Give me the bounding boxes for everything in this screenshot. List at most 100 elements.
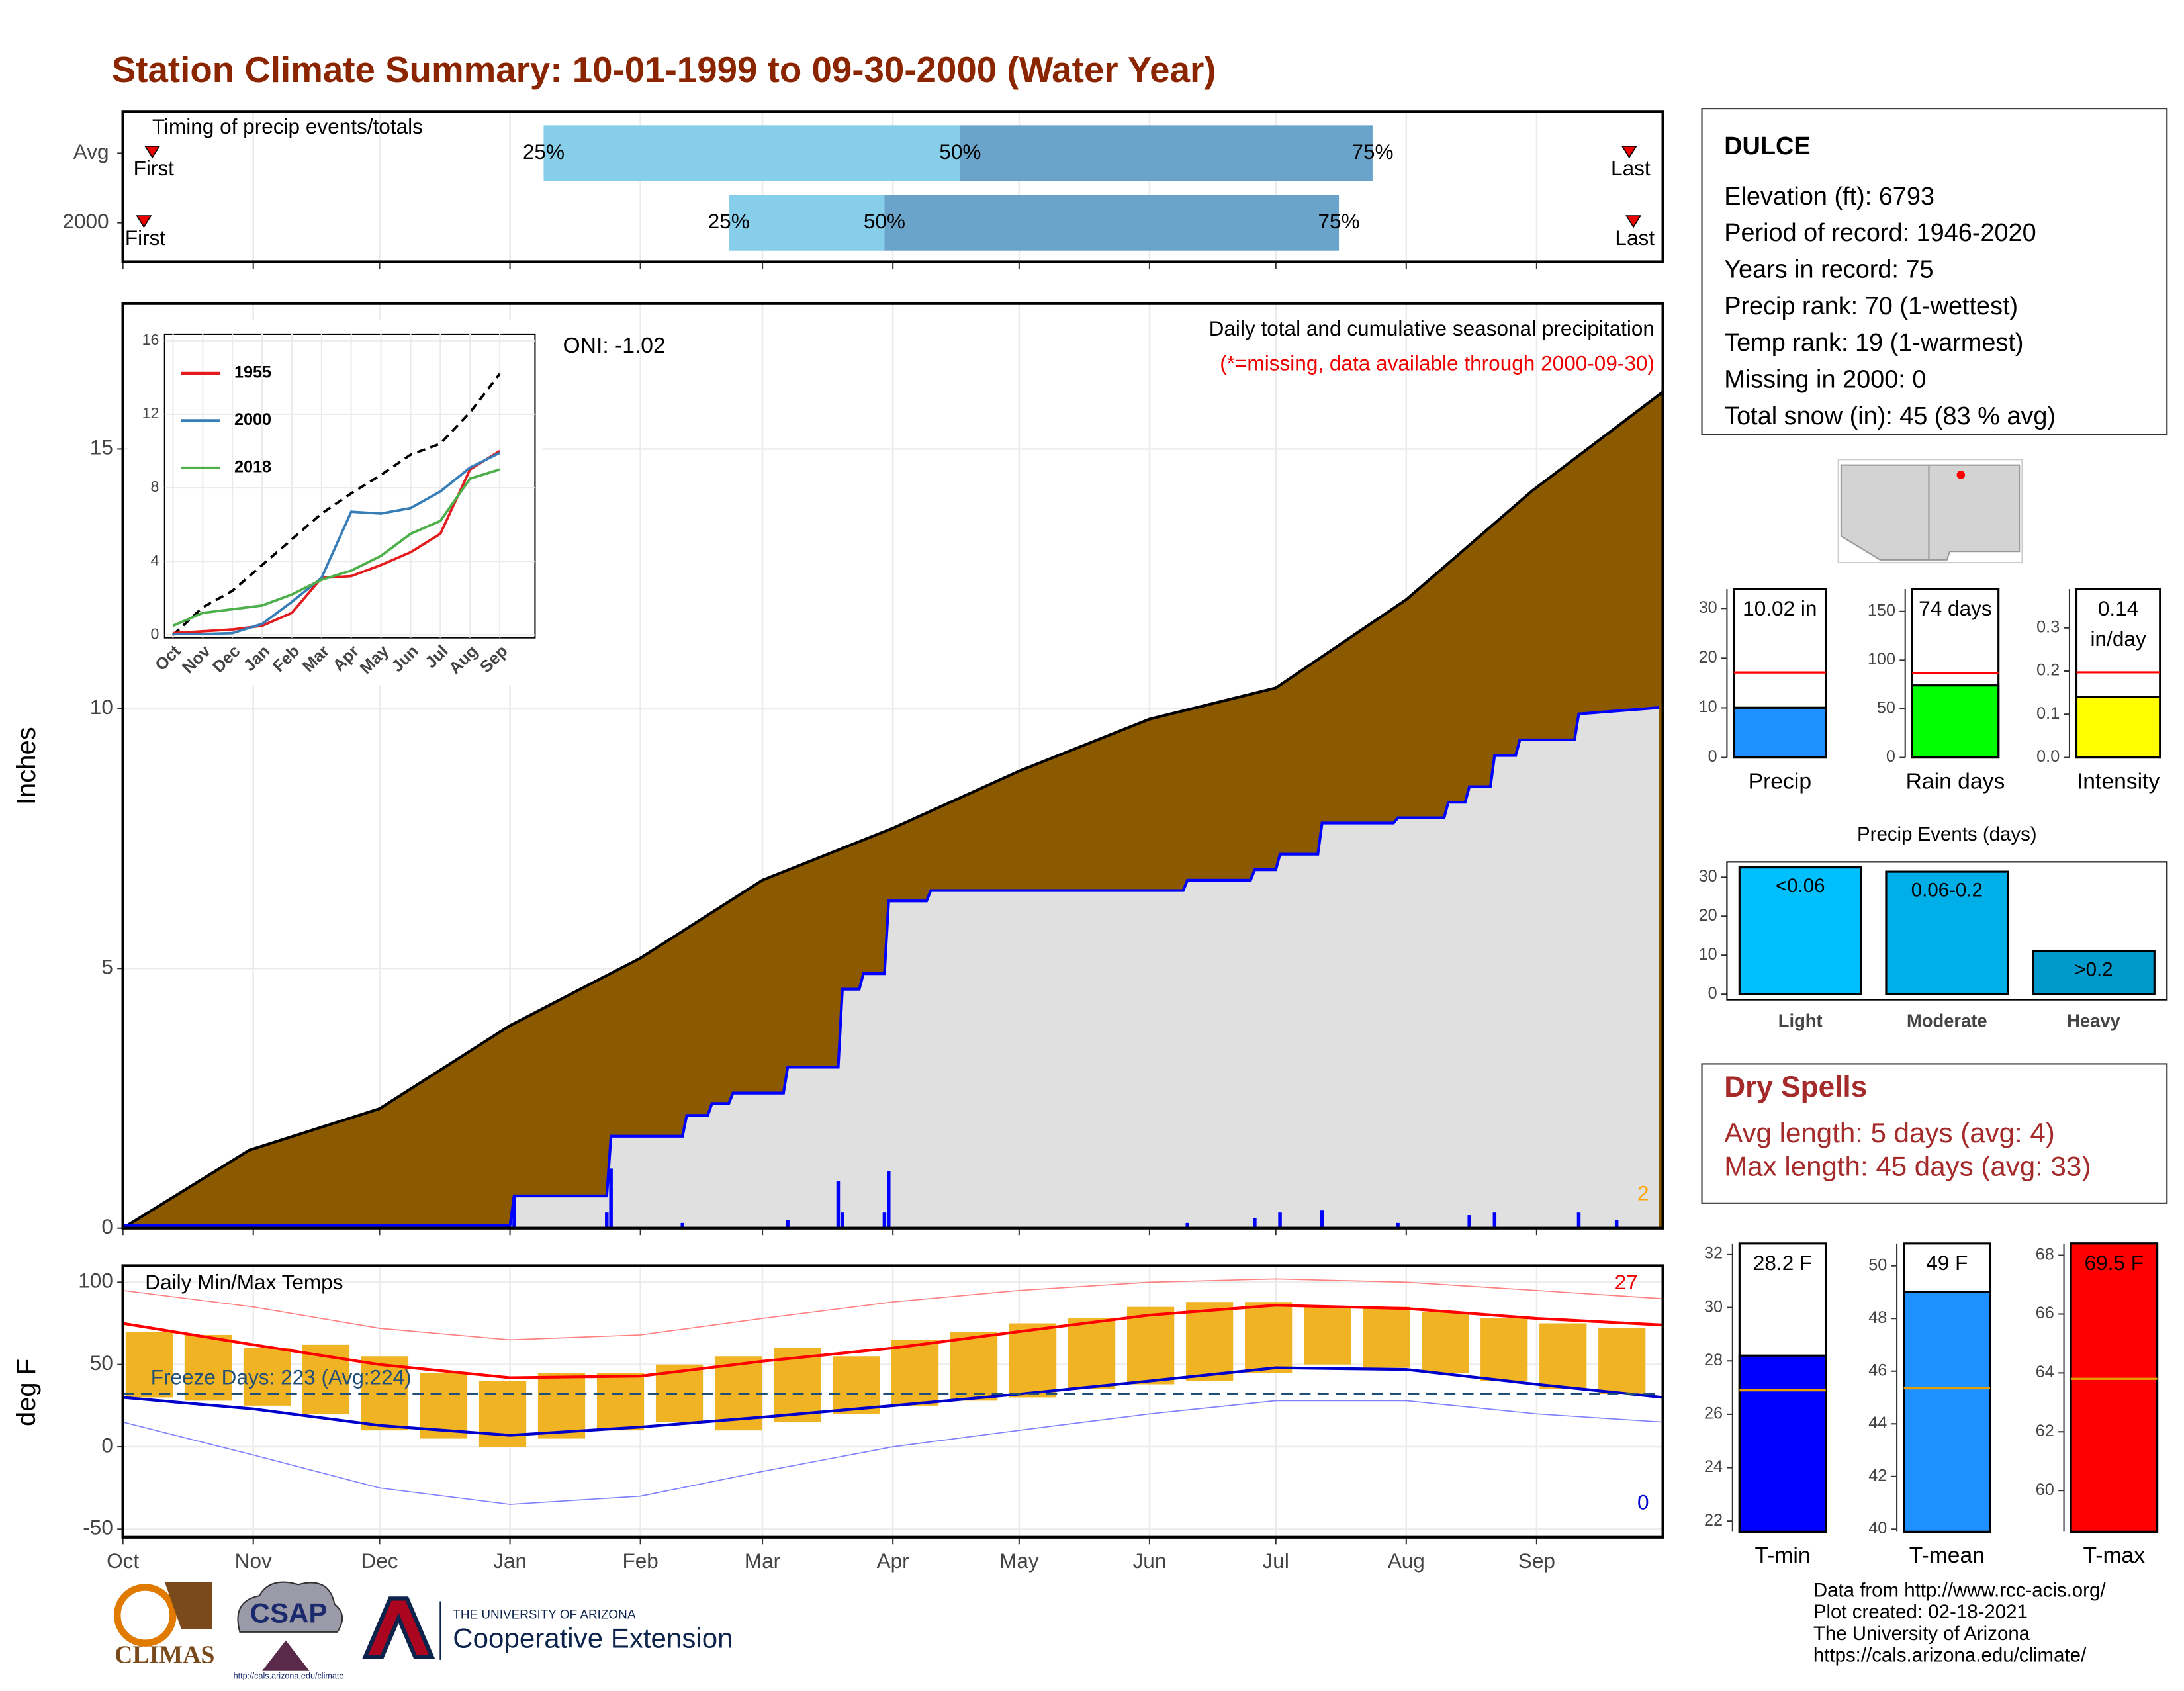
x-tick-label: Aug xyxy=(1388,1549,1425,1573)
legend-label: 1955 xyxy=(234,363,271,382)
temp-line xyxy=(122,1304,1663,1379)
bar xyxy=(1738,1354,1827,1533)
y-tick-label: 100 xyxy=(1868,650,1895,668)
climas-logo-shape xyxy=(164,1582,212,1629)
inset-frame xyxy=(163,333,536,639)
y-tick-label: 44 xyxy=(1868,1414,1887,1432)
temp-range-bar xyxy=(125,1331,173,1398)
csap-text: CSAP xyxy=(250,1598,328,1629)
station-dot xyxy=(1956,471,1966,479)
series-line xyxy=(173,451,500,635)
temp-range-bar xyxy=(243,1348,291,1406)
temp-range-bar xyxy=(1363,1306,1410,1368)
daily-bar xyxy=(841,1212,844,1228)
panel-frame xyxy=(1726,861,2168,1001)
range-bar xyxy=(729,195,885,251)
y-tick-label: 50 xyxy=(1877,699,1895,717)
temp-range-bar xyxy=(1068,1318,1116,1389)
bar xyxy=(1733,706,1827,759)
x-tick-label: Heavy xyxy=(2067,1011,2120,1031)
category-label: Avg xyxy=(73,140,109,163)
y-tick-label: 48 xyxy=(1868,1308,1887,1327)
y-tick-label: 0 xyxy=(101,1214,113,1238)
percentile-label: 75% xyxy=(1318,209,1359,233)
range-bar xyxy=(960,125,1373,181)
temp-range-bar xyxy=(891,1340,939,1406)
y-tick-label: 40 xyxy=(1868,1519,1887,1537)
info-line: Period of record: 1946-2020 xyxy=(1724,219,2036,247)
logos: CLIMAS CSAP http://cals.arizona.edu/clim… xyxy=(113,1581,733,1680)
range-bar xyxy=(884,195,1340,251)
daily-bar xyxy=(1253,1217,1257,1228)
y-tick-label: 15 xyxy=(90,435,113,459)
y-tick-label: 42 xyxy=(1868,1467,1887,1485)
daily-bar xyxy=(605,1212,609,1228)
x-tick-label: Intensity xyxy=(2077,769,2160,794)
y-tick-label: 16 xyxy=(142,331,159,348)
daily-bar xyxy=(1576,1212,1581,1228)
percentile-label: 25% xyxy=(523,140,565,163)
temp-range-bar xyxy=(478,1381,527,1447)
x-tick-label: Dec xyxy=(361,1549,398,1573)
x-tick-label: Precip xyxy=(1749,769,1811,794)
x-tick-label: Nov xyxy=(235,1549,272,1573)
dry-spells-box xyxy=(1701,1063,2168,1204)
station-name: DULCE xyxy=(1724,132,1810,160)
y-tick-label: 12 xyxy=(142,404,159,422)
climas-logo xyxy=(113,1584,177,1647)
max-count: 27 xyxy=(1615,1270,1638,1294)
value-label: 69.5 F xyxy=(2084,1252,2144,1276)
info-line: Missing in 2000: 0 xyxy=(1724,365,1926,393)
daily-bar xyxy=(836,1181,841,1228)
x-tick-label: Feb xyxy=(622,1549,658,1573)
x-tick-label: Jan xyxy=(493,1549,527,1573)
event-label: First xyxy=(125,226,166,250)
value-label: 0.14 in/day xyxy=(2090,597,2146,652)
daily-bar xyxy=(680,1222,684,1228)
x-tick-label: Rain days xyxy=(1906,769,2005,794)
state-arizona xyxy=(1840,464,1930,561)
panel-title: Daily Min/Max Temps xyxy=(145,1270,343,1294)
temp-range-bar xyxy=(420,1373,468,1439)
dry-spells-line: Avg length: 5 days (avg: 4) xyxy=(1724,1117,2055,1148)
info-line: Years in record: 75 xyxy=(1724,255,1933,283)
min-count: 0 xyxy=(1637,1490,1649,1514)
value-label: 49 F xyxy=(1926,1252,1968,1276)
value-label-box: 69.5 F xyxy=(2084,1252,2144,1276)
bin-label: >0.2 xyxy=(2074,959,2113,981)
csap-cloud xyxy=(237,1581,343,1633)
percentile-label: 25% xyxy=(708,209,750,233)
bin-label: 0.06-0.2 xyxy=(1911,879,1983,901)
daily-bar xyxy=(512,1197,516,1228)
y-tick-label: 30 xyxy=(1704,1297,1723,1316)
daily-bar xyxy=(1320,1210,1324,1228)
y-tick-label: 10 xyxy=(1699,698,1717,716)
y-tick-label: 28 xyxy=(1704,1351,1723,1369)
daily-bar xyxy=(1467,1215,1471,1228)
y-tick-label: 5 xyxy=(101,955,113,979)
series-line xyxy=(172,468,500,627)
event-marker xyxy=(144,146,161,159)
event-label: First xyxy=(134,156,175,180)
info-line: Temp rank: 19 (1-warmest) xyxy=(1724,329,2023,357)
bar xyxy=(2075,696,2161,759)
credit-line: The University of Arizona xyxy=(1813,1623,2030,1645)
daily-bar xyxy=(609,1168,613,1228)
x-tick-label: Jun xyxy=(1133,1549,1167,1573)
page-title: Station Climate Summary: 10-01-1999 to 0… xyxy=(112,49,1216,90)
y-tick-label: 0 xyxy=(101,1433,113,1457)
csap-mountain xyxy=(262,1640,310,1671)
temp-range-bar xyxy=(1480,1318,1528,1381)
event-marker xyxy=(1621,146,1637,159)
x-tick-label: Sep xyxy=(1518,1549,1555,1573)
x-tick-label: T-max xyxy=(2083,1543,2146,1568)
temp-range-bar xyxy=(1304,1306,1351,1365)
temp-line xyxy=(122,1366,1663,1437)
y-tick-label: 30 xyxy=(1699,867,1717,886)
x-tick-label: T-min xyxy=(1754,1543,1810,1568)
y-axis-label: deg F xyxy=(12,1359,41,1426)
panel-title: Daily total and cumulative seasonal prec… xyxy=(1209,316,1655,340)
cumulative-line xyxy=(122,706,1659,1227)
y-tick-label: 62 xyxy=(2036,1422,2054,1440)
